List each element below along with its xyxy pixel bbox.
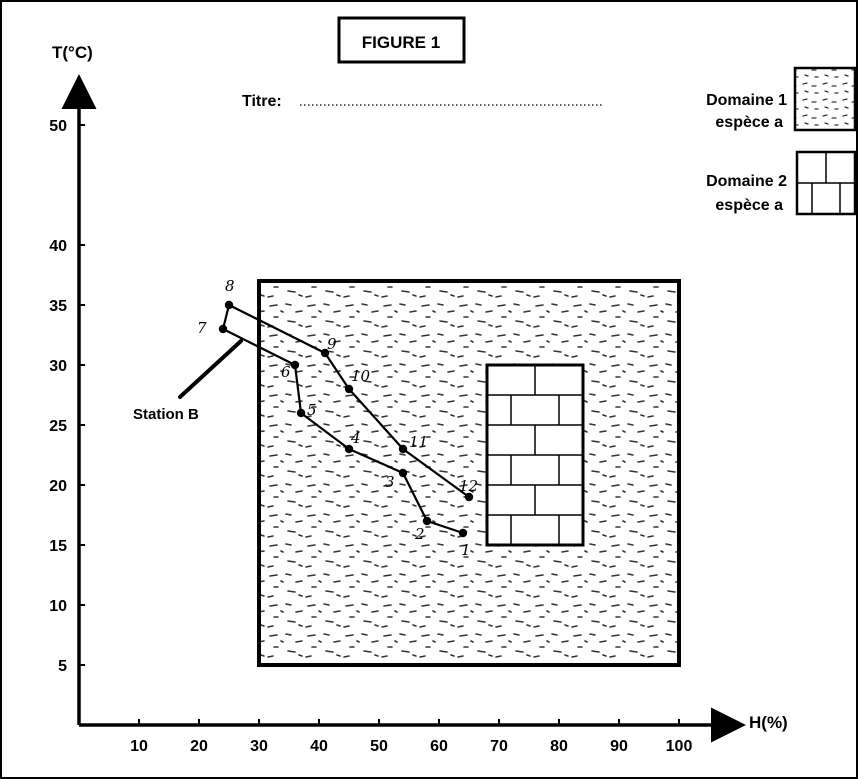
y-tick-label: 40 — [49, 238, 67, 255]
y-axis-label: T(°C) — [52, 43, 93, 62]
legend-1-label-line2: espèce a — [715, 114, 783, 131]
point-label-4: 4 — [350, 429, 361, 447]
point-marker-1 — [458, 528, 468, 538]
station-b-label: Station B — [133, 406, 199, 423]
x-tick-label: 70 — [490, 738, 508, 755]
x-tick-label: 50 — [370, 738, 388, 755]
legend-1-swatch — [793, 66, 857, 132]
figure-label: FIGURE 1 — [362, 33, 440, 52]
y-tick-label: 10 — [49, 598, 67, 615]
x-tick-label: 90 — [610, 738, 628, 755]
region-domaine-2 — [485, 363, 585, 547]
point-label-9: 9 — [327, 335, 337, 353]
point-label-8: 8 — [225, 277, 235, 295]
point-marker-3 — [398, 468, 408, 478]
axes-layer — [61, 74, 746, 743]
legend-1-label-line1: Domaine 1 — [706, 92, 787, 109]
y-tick-label: 50 — [49, 118, 67, 135]
y-tick-label: 30 — [49, 358, 67, 375]
x-tick-label: 100 — [666, 738, 693, 755]
point-marker-2 — [422, 516, 432, 526]
title-label: Titre: — [242, 93, 282, 110]
legend-2-swatch — [795, 150, 857, 216]
point-marker-4 — [344, 444, 354, 454]
y-tick-label: 15 — [49, 538, 67, 555]
x-tick-label: 10 — [130, 738, 148, 755]
point-label-3: 3 — [385, 473, 395, 491]
point-label-5: 5 — [307, 401, 317, 419]
station-b-pointer — [178, 339, 243, 399]
x-tick-label: 30 — [250, 738, 268, 755]
x-tick-label: 60 — [430, 738, 448, 755]
y-tick-label: 25 — [49, 418, 67, 435]
point-label-6: 6 — [281, 363, 291, 381]
point-marker-6 — [290, 360, 300, 370]
y-tick-label: 35 — [49, 298, 67, 315]
figure-label-box — [337, 16, 466, 64]
x-tick-label: 80 — [550, 738, 568, 755]
y-tick-label: 20 — [49, 478, 67, 495]
point-label-11: 11 — [409, 433, 428, 451]
series-line — [221, 303, 470, 535]
point-label-12: 12 — [459, 477, 478, 495]
point-label-1: 1 — [461, 541, 471, 559]
point-marker-8 — [224, 300, 234, 310]
legend-2-label-line2: espèce a — [715, 197, 783, 214]
point-marker-12 — [464, 492, 474, 502]
point-label-7: 7 — [197, 319, 207, 337]
y-tick-label: 5 — [58, 658, 67, 675]
point-marker-5 — [296, 408, 306, 418]
x-tick-label: 20 — [190, 738, 208, 755]
point-marker-11 — [398, 444, 408, 454]
regions-layer — [257, 279, 681, 667]
legend-2-label-line1: Domaine 2 — [706, 173, 787, 190]
point-label-2: 2 — [414, 525, 425, 543]
x-axis-label: H(%) — [749, 713, 788, 732]
point-marker-7 — [218, 324, 228, 334]
region-domaine-1 — [257, 279, 681, 667]
x-tick-label: 40 — [310, 738, 328, 755]
point-label-10: 10 — [351, 367, 371, 385]
point-marker-9 — [320, 348, 330, 358]
point-marker-10 — [344, 384, 354, 394]
